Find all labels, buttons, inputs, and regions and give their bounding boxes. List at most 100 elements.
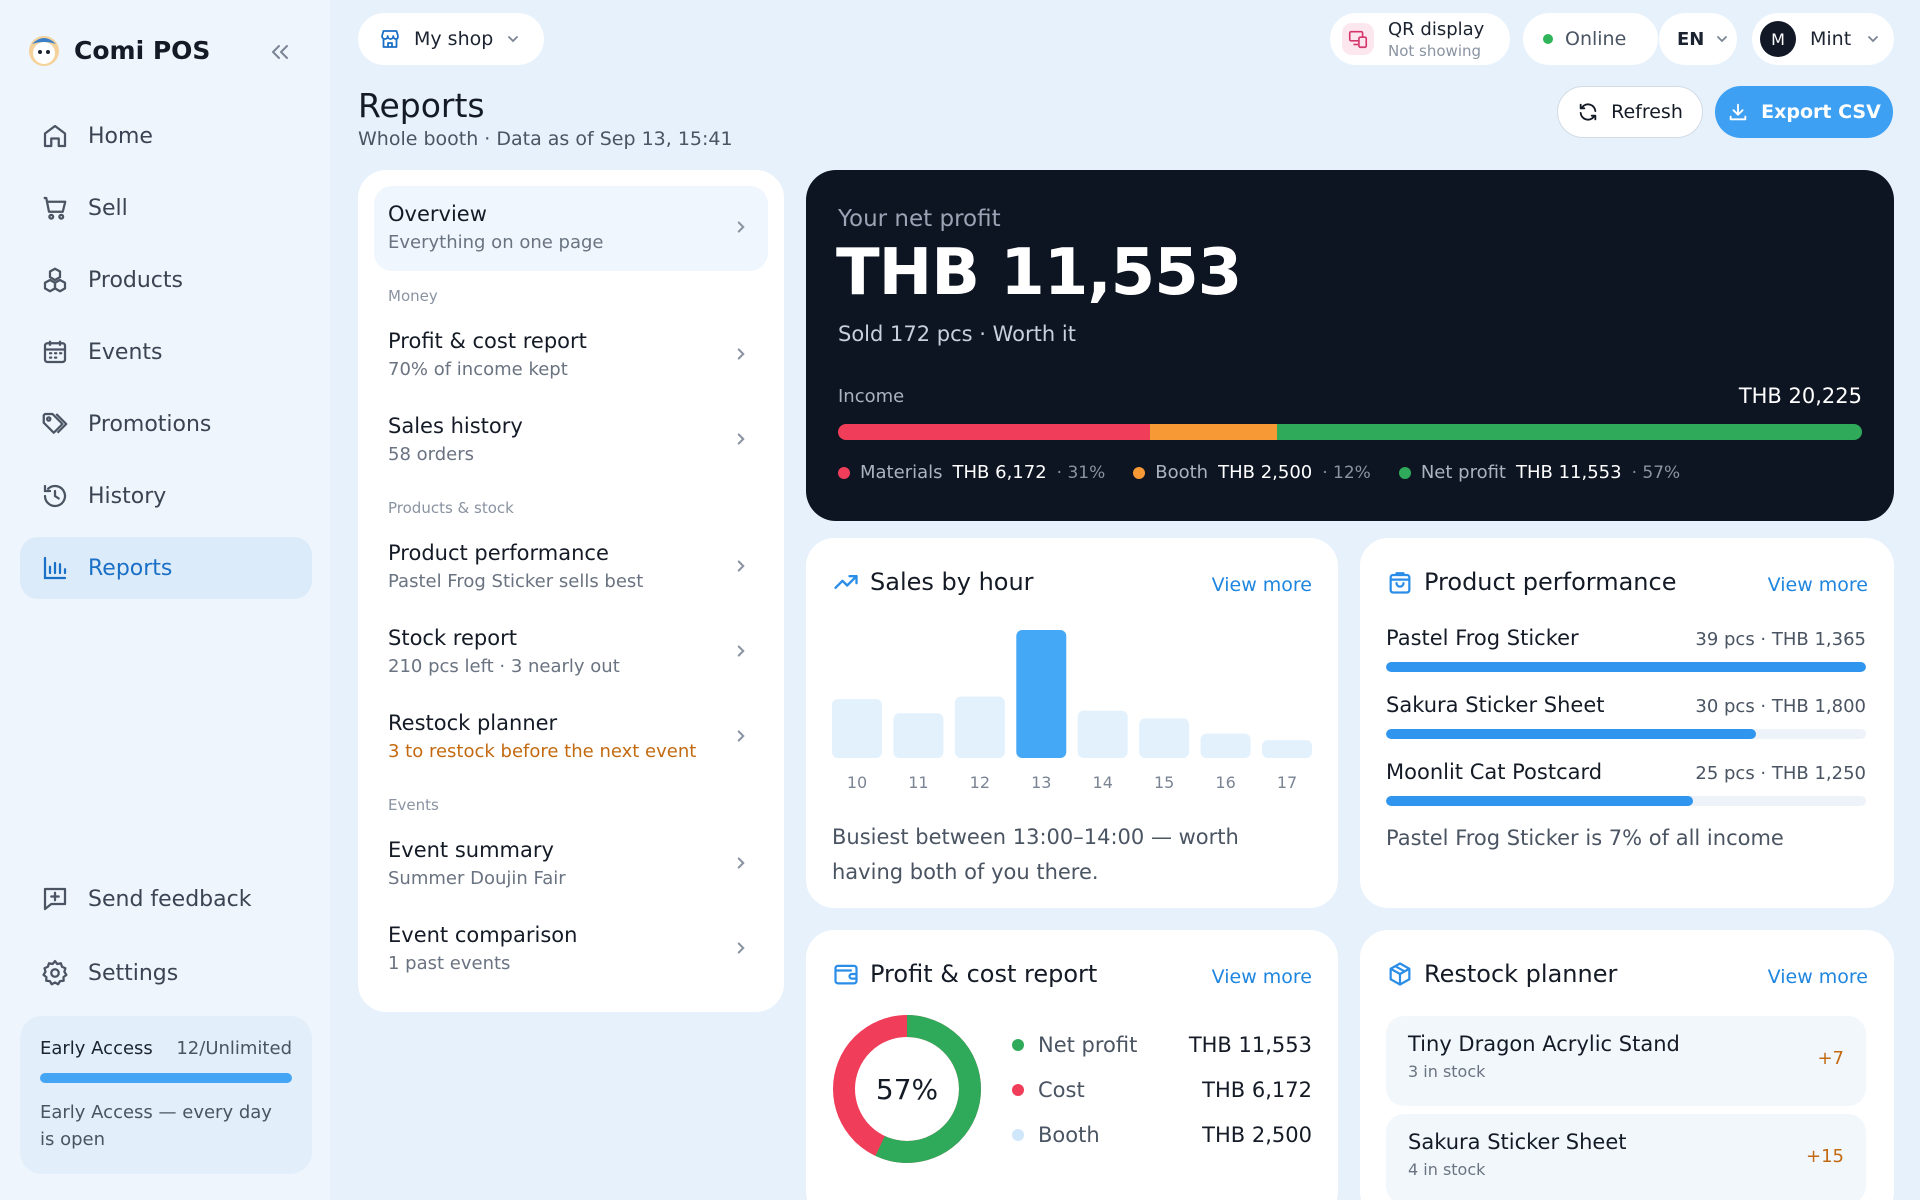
qr-display-toggle[interactable]: QR display Not showing	[1330, 13, 1510, 65]
refresh-label: Refresh	[1611, 101, 1683, 123]
report-item-overview[interactable]: Overview Everything on one page	[374, 186, 768, 271]
shop-selector[interactable]: My shop	[358, 13, 544, 65]
net-profit-hero: Your net profit THB 11,553 Sold 172 pcs …	[806, 170, 1894, 521]
brand[interactable]: Comi POS	[26, 32, 210, 68]
early-access-text: Early Access — every day is open	[40, 1102, 272, 1150]
report-item-profit-cost[interactable]: Profit & cost report 70% of income kept	[374, 313, 768, 398]
chevron-down-icon	[1717, 36, 1728, 43]
nav-label: Send feedback	[88, 886, 252, 912]
report-item-event-comparison[interactable]: Event comparison 1 past events	[374, 907, 768, 992]
hour-tick-label: 14	[1093, 773, 1113, 792]
nav-label: Home	[88, 123, 153, 149]
hour-tick-label: 15	[1154, 773, 1174, 792]
early-access-progress	[40, 1073, 292, 1083]
legend-dot	[838, 466, 850, 479]
restock-item[interactable]: Tiny Dragon Acrylic Stand 3 in stock +7	[1386, 1016, 1866, 1106]
view-more-link[interactable]: View more	[1767, 574, 1868, 596]
trending-up-icon	[834, 575, 858, 589]
legend-dot	[1398, 466, 1411, 479]
product-row-header: Moonlit Cat Postcard 25 pcs · THB 1,250	[1386, 760, 1866, 784]
sidebar: Comi POS Home Sell Products Events Promo…	[0, 0, 330, 1200]
report-item-stock[interactable]: Stock report 210 pcs left · 3 nearly out	[374, 610, 768, 695]
hour-bar	[1077, 710, 1128, 758]
product-row[interactable]: Pastel Frog Sticker 39 pcs · THB 1,365	[1386, 626, 1866, 672]
download-icon	[1729, 103, 1747, 121]
view-more-link[interactable]: View more	[1211, 574, 1312, 596]
nav-label: Sell	[88, 195, 128, 221]
chevron-down-icon	[1868, 36, 1879, 43]
profit-cost-value: THB 6,172	[1202, 1077, 1312, 1102]
report-item-restock-planner[interactable]: Restock planner 3 to restock before the …	[374, 695, 768, 780]
user-menu[interactable]: M Mint	[1752, 13, 1894, 65]
nav-item-history[interactable]: History	[20, 465, 312, 527]
legend-label: Net profit	[1420, 462, 1506, 483]
view-more-link[interactable]: View more	[1767, 966, 1868, 988]
restock-item-stock: 4 in stock	[1408, 1160, 1486, 1179]
history-icon	[43, 484, 67, 508]
donut-center-label: 57%	[875, 1072, 939, 1106]
product-meta: 39 pcs · THB 1,365	[1695, 629, 1866, 650]
report-item-product-performance[interactable]: Product performance Pastel Frog Sticker …	[374, 525, 768, 610]
nav-label: Events	[88, 339, 163, 365]
nav-item-reports[interactable]: Reports	[20, 537, 312, 599]
shopping-bag-icon	[1389, 572, 1411, 594]
early-access-count: 12/Unlimited	[176, 1038, 292, 1059]
legend-percent: · 31%	[1056, 462, 1106, 483]
feedback-icon	[43, 887, 67, 911]
net-profit-label: Your net profit	[838, 206, 1001, 232]
product-row[interactable]: Sakura Sticker Sheet 30 pcs · THB 1,800	[1386, 693, 1866, 739]
collapse-sidebar-icon[interactable]	[268, 40, 292, 64]
page-title: Reports	[358, 86, 485, 125]
user-name: Mint	[1810, 28, 1852, 50]
send-feedback-button[interactable]: Send feedback	[20, 868, 312, 930]
income-label: Income	[838, 386, 905, 407]
profit-cost-label: Net profit	[1038, 1032, 1138, 1057]
nav-item-products[interactable]: Products	[20, 249, 312, 311]
online-label: Online	[1565, 28, 1627, 50]
product-share-track	[1386, 796, 1866, 806]
income-segment	[1150, 424, 1278, 440]
shop-name: My shop	[414, 28, 494, 50]
product-performance-note: Pastel Frog Sticker is 7% of all income	[1386, 826, 1784, 850]
settings-button[interactable]: Settings	[20, 942, 312, 1004]
sales-by-hour-chart: 10 11 12 13 14 15 16 17	[832, 630, 1312, 792]
nav-label: Promotions	[88, 411, 212, 437]
refresh-button[interactable]: Refresh	[1557, 86, 1703, 138]
profit-cost-label: Cost	[1038, 1077, 1085, 1102]
legend-value: THB 2,500	[1218, 462, 1313, 483]
nav-item-sell[interactable]: Sell	[20, 177, 312, 239]
wallet-icon	[834, 964, 858, 985]
online-dot	[1543, 34, 1553, 44]
product-share-fill	[1386, 662, 1866, 672]
package-icon	[1389, 962, 1411, 986]
report-item-sales-history[interactable]: Sales history 58 orders	[374, 398, 768, 483]
legend-value: THB 6,172	[952, 462, 1047, 483]
home-icon	[43, 124, 67, 148]
product-performance-card: Product performance View more Pastel Fro…	[1360, 538, 1894, 908]
nav-item-events[interactable]: Events	[20, 321, 312, 383]
export-label: Export CSV	[1761, 101, 1881, 123]
legend-label: Materials	[860, 462, 943, 483]
report-title: Profit & cost report	[388, 329, 587, 353]
card-title: Sales by hour	[870, 568, 1034, 596]
chevron-right-icon	[737, 857, 745, 869]
restock-item-name: Sakura Sticker Sheet	[1408, 1130, 1627, 1154]
hour-bar	[893, 713, 944, 758]
export-csv-button[interactable]: Export CSV	[1715, 86, 1893, 138]
product-row-header: Pastel Frog Sticker 39 pcs · THB 1,365	[1386, 626, 1866, 650]
product-row-header: Sakura Sticker Sheet 30 pcs · THB 1,800	[1386, 693, 1866, 717]
section-label-products: Products & stock	[388, 499, 514, 517]
view-more-link[interactable]: View more	[1211, 966, 1312, 988]
chevron-right-icon	[737, 348, 745, 360]
profit-cost-card: Profit & cost report View more 57% Net p…	[806, 930, 1338, 1200]
legend-dot	[1012, 1083, 1024, 1096]
legend-item: Booth THB 2,500 · 12%	[1133, 462, 1371, 483]
report-title: Overview	[388, 202, 487, 226]
nav-item-promotions[interactable]: Promotions	[20, 393, 312, 455]
restock-item[interactable]: Sakura Sticker Sheet 4 in stock +15	[1386, 1114, 1866, 1200]
nav-item-home[interactable]: Home	[20, 105, 312, 167]
language-selector[interactable]: EN	[1659, 13, 1737, 65]
product-row[interactable]: Moonlit Cat Postcard 25 pcs · THB 1,250	[1386, 760, 1866, 806]
report-item-event-summary[interactable]: Event summary Summer Doujin Fair	[374, 822, 768, 907]
nav-label: Settings	[88, 960, 179, 986]
